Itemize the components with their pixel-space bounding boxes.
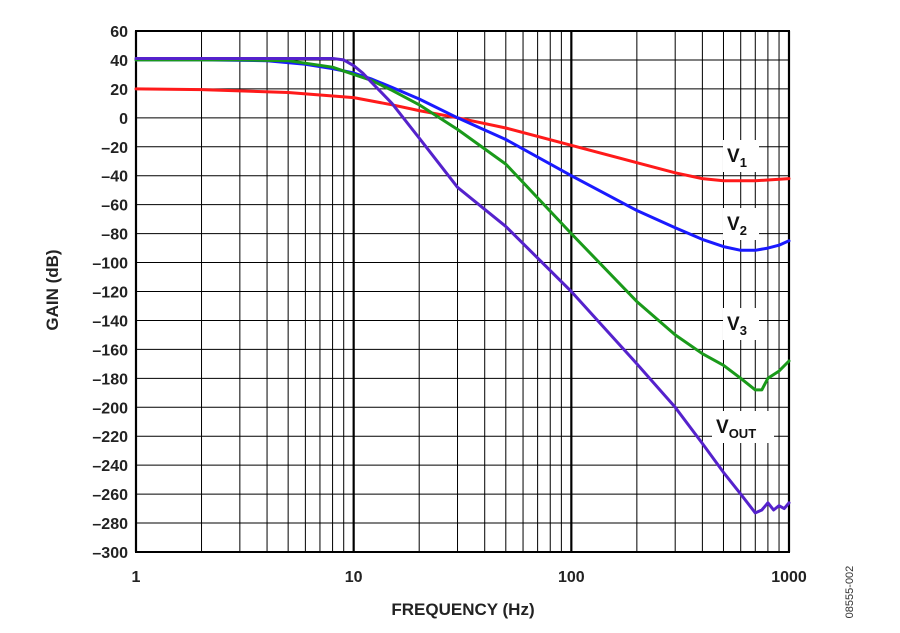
y-tick-label: 40 [110, 53, 128, 70]
series-label-v1: V1 [727, 146, 747, 170]
y-tick-label: 60 [110, 24, 128, 41]
series-labels: V1 V2 V3 VOUT [712, 140, 774, 443]
y-tick-label: 0 [119, 111, 128, 128]
x-tick-label: 1000 [771, 569, 807, 586]
x-tick-label: 10 [345, 569, 363, 586]
y-tick-label: –180 [92, 371, 128, 388]
y-tick-label: –80 [101, 227, 128, 244]
x-tick-labels: 1 10 100 1000 [132, 569, 807, 586]
series-line-v3 [134, 58, 791, 392]
y-axis-title: GAIN (dB) [43, 249, 62, 330]
y-tick-label: –240 [92, 458, 128, 475]
y-tick-label: –280 [92, 516, 128, 533]
figure-id: 08555-002 [844, 566, 856, 619]
series-label-bg [712, 411, 774, 443]
series-label-v3: V3 [727, 314, 747, 338]
y-tick-label: –300 [92, 545, 128, 562]
series-label-bg [723, 208, 759, 240]
series-label-bg [723, 140, 759, 172]
y-tick-label: –140 [92, 313, 128, 330]
plot-frame [135, 30, 790, 553]
y-tick-label: –160 [92, 342, 128, 359]
series-label-v2: V2 [727, 214, 747, 238]
series-lines [134, 57, 791, 515]
y-tick-label: –20 [101, 140, 128, 157]
x-axis-title: FREQUENCY (Hz) [391, 600, 534, 619]
y-tick-label: –60 [101, 198, 128, 215]
x-tick-label: 1 [132, 569, 141, 586]
y-tick-label: –100 [92, 256, 128, 273]
series-label-vout: VOUT [716, 417, 756, 441]
y-tick-labels: 60 40 20 0 –20 –40 –60 –80 –100 –120 –140 –160 –180 –… [92, 24, 128, 562]
y-tick-label: –200 [92, 400, 128, 417]
x-tick-label: 100 [558, 569, 585, 586]
series-line-v1 [134, 87, 791, 183]
y-tick-label: –260 [92, 487, 128, 504]
y-tick-label: –220 [92, 429, 128, 446]
y-tick-label: –40 [101, 169, 128, 186]
y-tick-label: 20 [110, 82, 128, 99]
series-line-vout [134, 57, 791, 515]
minor-grid [136, 30, 789, 553]
series-label-bg [723, 308, 759, 340]
y-tick-label: –120 [92, 285, 128, 302]
